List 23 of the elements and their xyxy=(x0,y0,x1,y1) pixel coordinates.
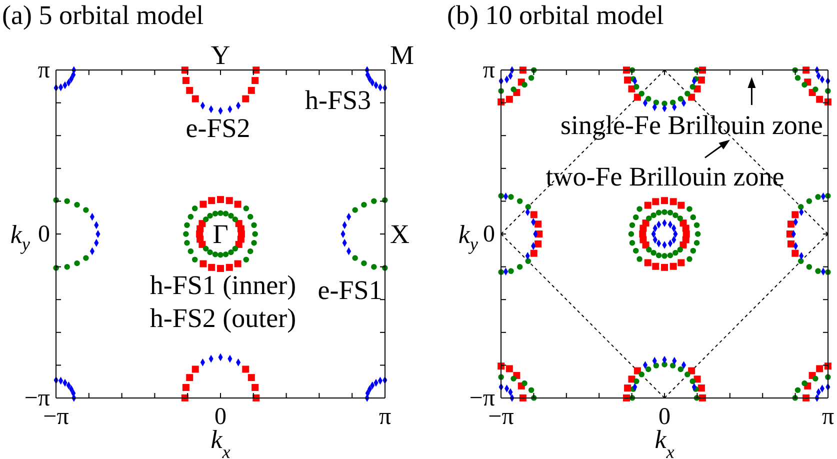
y-tick-label: π xyxy=(482,58,495,84)
y-axis-title: k$_{y}$ xyxy=(10,220,31,254)
y-tick-label: −π xyxy=(469,386,495,412)
annotation: single-Fe Brillouin zone xyxy=(560,110,823,140)
y-tick-label: π xyxy=(38,58,50,84)
y-tick-label: −π xyxy=(24,386,50,412)
annotation: e-FS2 xyxy=(186,113,250,143)
y-tick-label: 0 xyxy=(483,222,495,248)
text: M xyxy=(390,40,414,70)
annotation: h-FS3 xyxy=(304,85,372,115)
annotation: two-Fe Brillouin zone xyxy=(546,162,784,192)
annotation: h-FS2 (outer) xyxy=(150,303,296,333)
y-axis-title: k$_{y}$ xyxy=(458,220,479,254)
x-tick-label: π xyxy=(378,404,392,430)
annotation: h-FS1 (inner) xyxy=(150,270,296,300)
chart-title: (a) 5 orbital model xyxy=(2,0,204,30)
annotation: Γ xyxy=(212,219,228,249)
y-tick-label: 0 xyxy=(38,222,50,248)
annotation: Y xyxy=(210,40,230,70)
annotation: e-FS1 xyxy=(318,275,382,305)
text: X xyxy=(390,219,410,249)
x-tick-label: π xyxy=(822,404,834,430)
chart-title: (b) 10 orbital model xyxy=(447,0,664,30)
